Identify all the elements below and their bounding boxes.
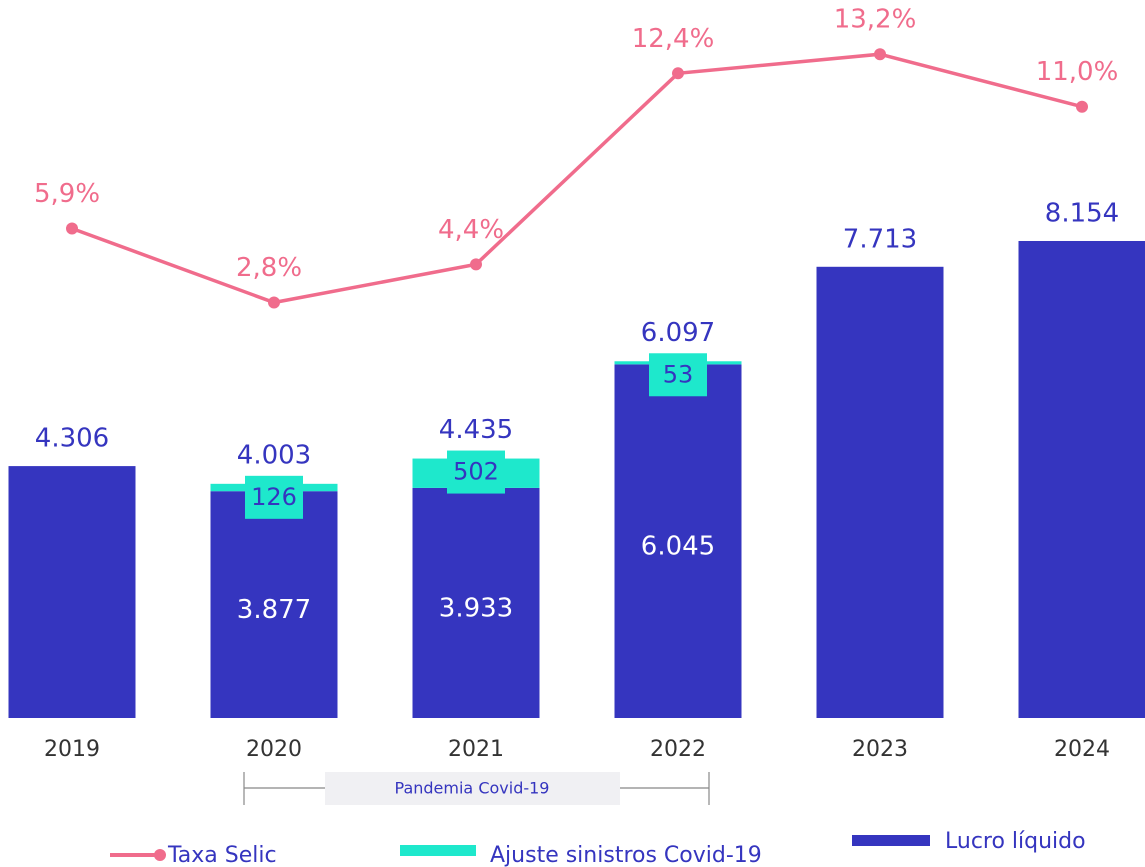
- legend-label: Lucro líquido: [945, 829, 1086, 854]
- annotation: Pandemia Covid-19: [395, 779, 550, 798]
- legend-swatch: [400, 845, 476, 856]
- data-label: 11,0%: [1036, 57, 1119, 87]
- bar-segment: [816, 266, 944, 718]
- bar-segment: [210, 491, 338, 718]
- legend-swatch: [852, 835, 930, 846]
- bar-segment: [614, 364, 742, 718]
- data-label: 3.933: [439, 593, 513, 623]
- x-tick-label: 2023: [852, 737, 908, 762]
- legend-label: Taxa Selic: [167, 843, 277, 867]
- data-label: 502: [453, 458, 499, 486]
- x-tick-label: 2022: [650, 737, 706, 762]
- label-box: [245, 475, 303, 519]
- x-tick-label: 2020: [246, 737, 302, 762]
- data-label: 6.045: [641, 532, 715, 562]
- data-label: 3.877: [237, 595, 311, 625]
- line-point: [672, 67, 684, 80]
- legend-marker: [154, 849, 166, 861]
- label-box: [649, 353, 707, 397]
- line-point: [268, 296, 280, 309]
- legend: Taxa Selic Ajuste sinistros Covid-19 Luc…: [110, 829, 1086, 867]
- line-point: [470, 258, 482, 271]
- data-label: 12,4%: [632, 24, 715, 54]
- line-point: [1076, 100, 1088, 113]
- legend-label: Ajuste sinistros Covid-19: [490, 843, 762, 867]
- data-label: 4.306: [35, 424, 109, 454]
- x-tick-label: 2021: [448, 737, 504, 762]
- label-box: [447, 450, 505, 494]
- bar-segment: [8, 466, 136, 718]
- annotation-box: [325, 772, 620, 805]
- data-label: 8.154: [1045, 198, 1119, 228]
- x-tick-label: 2019: [44, 737, 100, 762]
- data-label: 126: [251, 483, 297, 511]
- data-label: 4,4%: [438, 215, 504, 245]
- data-label: 13,2%: [834, 5, 917, 35]
- data-label: 53: [663, 360, 694, 388]
- data-label: 7.713: [843, 224, 917, 254]
- line: [71, 52, 1083, 305]
- total-label: 4.435: [439, 415, 513, 445]
- total-label: 4.003: [237, 440, 311, 470]
- data-label: 2,8%: [236, 253, 302, 283]
- total-label: 6.097: [641, 318, 715, 348]
- bar-segment: [412, 487, 540, 718]
- x-tick-label: 2024: [1054, 737, 1110, 762]
- bar-segment: [1018, 240, 1145, 718]
- data-label: 5,9%: [34, 179, 100, 209]
- line-point: [874, 48, 886, 61]
- line-point: [66, 222, 78, 235]
- annotation-bracket: Pandemia Covid-19: [243, 772, 710, 805]
